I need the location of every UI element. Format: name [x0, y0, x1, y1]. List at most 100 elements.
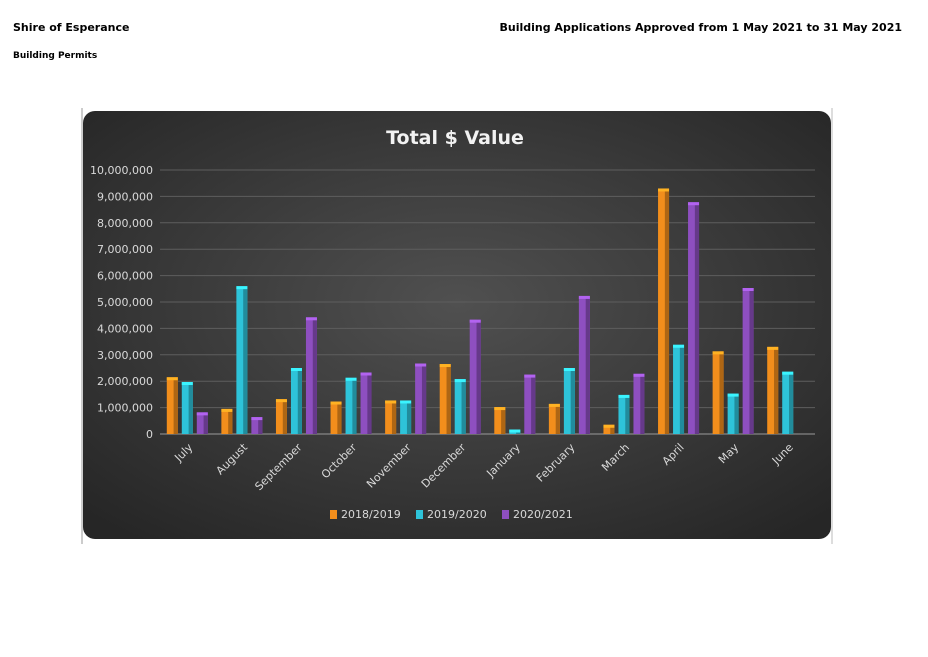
- bar-shade: [228, 408, 233, 434]
- total-value-chart: 0 1,000,000 2,000,000 3,000,000 4,000,000 5,0…: [81, 108, 833, 544]
- bar-shade: [367, 372, 372, 434]
- bar-shade: [694, 202, 700, 434]
- bar-top: [494, 407, 506, 411]
- bar-september-2019-2020: [290, 368, 302, 434]
- legend-swatch: [330, 510, 337, 519]
- bar-shade: [337, 401, 342, 434]
- bar-top: [385, 400, 397, 404]
- bar-december-2019-2020: [454, 379, 466, 434]
- y-tick-label: 9,000,000: [97, 190, 153, 203]
- y-tick-label: 6,000,000: [97, 270, 153, 283]
- legend-label: 2019/2020: [427, 508, 487, 521]
- bar-december-2020-2021: [469, 319, 481, 434]
- bar-shade: [679, 344, 685, 434]
- bar-shade: [719, 351, 724, 434]
- bar-shade: [188, 381, 193, 434]
- bar-top: [673, 344, 685, 348]
- bar-july-2019-2020: [181, 381, 193, 434]
- bar-top: [360, 372, 372, 376]
- bar-shade: [203, 412, 208, 434]
- bar-top: [330, 401, 342, 405]
- bar-february-2019-2020: [563, 368, 575, 434]
- bar-may-2018-2019: [712, 351, 724, 434]
- bar-shade: [406, 400, 412, 434]
- bar-march-2019-2020: [618, 394, 630, 434]
- report-title: Building Applications Approved from 1 Ma…: [499, 21, 903, 34]
- y-tick-label: 3,000,000: [97, 349, 153, 362]
- bar-october-2018-2019: [330, 401, 342, 434]
- bar-top: [221, 408, 233, 412]
- bar-shade: [312, 317, 317, 434]
- bar-october-2020-2021: [360, 372, 372, 434]
- bar-shade: [243, 286, 248, 434]
- bar-top: [400, 400, 412, 404]
- bar-top: [767, 346, 779, 350]
- bar-shade: [664, 188, 670, 434]
- bar-top: [524, 374, 536, 378]
- y-tick-label: 7,000,000: [97, 243, 153, 256]
- bar-top: [305, 317, 317, 321]
- bar-april-2019-2020: [673, 344, 685, 434]
- bar-november-2019-2020: [400, 400, 412, 434]
- bar-shade: [734, 393, 739, 434]
- bar-top: [469, 319, 481, 323]
- bar-top: [563, 368, 575, 371]
- bar-august-2020-2021: [251, 417, 263, 434]
- bar-top: [742, 288, 754, 292]
- y-tick-label: 2,000,000: [97, 375, 153, 388]
- bar-top: [345, 377, 357, 381]
- legend-label: 2020/2021: [513, 508, 573, 521]
- bar-april-2018-2019: [658, 188, 670, 434]
- bar-top: [166, 377, 178, 381]
- bar-shade: [258, 417, 263, 434]
- section-title: Building Permits: [13, 51, 98, 61]
- y-tick-label: 0: [146, 428, 153, 441]
- bar-february-2020-2021: [578, 295, 590, 434]
- bar-top: [578, 295, 590, 299]
- y-tick-label: 5,000,000: [97, 296, 153, 309]
- bar-shade: [421, 363, 427, 434]
- bar-shade: [625, 394, 630, 434]
- bar-top: [618, 394, 630, 398]
- bar-top: [727, 393, 739, 397]
- bar-top: [454, 379, 466, 383]
- bar-shade: [461, 379, 466, 434]
- bar-september-2020-2021: [305, 317, 317, 434]
- bar-may-2019-2020: [727, 393, 739, 434]
- bar-top: [712, 351, 724, 355]
- legend-swatch: [416, 510, 423, 519]
- y-tick-label: 10,000,000: [90, 164, 153, 177]
- legend-swatch: [502, 510, 509, 519]
- bar-top: [275, 399, 287, 403]
- bar-shade: [476, 319, 481, 434]
- bar-top: [548, 403, 560, 407]
- bar-september-2018-2019: [275, 399, 287, 434]
- bar-shade: [610, 424, 615, 434]
- bar-top: [439, 364, 451, 368]
- bar-shade: [789, 371, 794, 434]
- bar-october-2019-2020: [345, 377, 357, 434]
- bar-top: [251, 417, 263, 421]
- bar-top: [196, 412, 208, 416]
- y-tick-label: 8,000,000: [97, 217, 153, 230]
- bar-top: [509, 429, 521, 433]
- bar-shade: [749, 288, 754, 434]
- bar-top: [415, 363, 427, 367]
- bar-december-2018-2019: [439, 364, 451, 434]
- bar-shade: [555, 403, 560, 434]
- bar-april-2020-2021: [688, 202, 700, 434]
- bar-july-2018-2019: [166, 377, 178, 434]
- bar-august-2018-2019: [221, 408, 233, 434]
- bar-march-2018-2019: [603, 424, 615, 434]
- bar-top: [782, 371, 794, 375]
- bar-shade: [774, 346, 779, 434]
- bar-shade: [570, 368, 575, 434]
- bar-top: [633, 373, 645, 377]
- bar-shade: [531, 374, 536, 434]
- bar-may-2020-2021: [742, 288, 754, 434]
- bar-shade: [391, 400, 397, 434]
- y-tick-label: 4,000,000: [97, 322, 153, 335]
- bar-shade: [282, 399, 287, 434]
- org-name: Shire of Esperance: [13, 21, 130, 34]
- bar-top: [603, 424, 615, 428]
